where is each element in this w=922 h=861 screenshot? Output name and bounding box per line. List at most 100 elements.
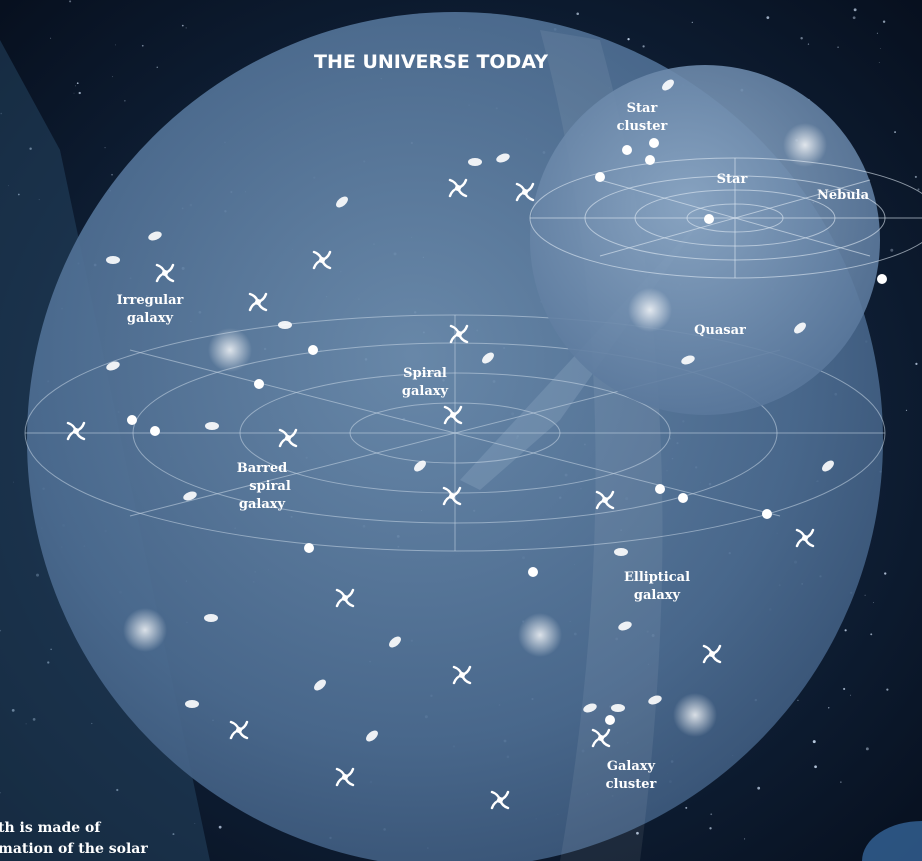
nebula [208, 328, 252, 372]
elliptical-galaxy [496, 153, 510, 163]
elliptical-galaxy [618, 621, 632, 631]
star-dot [843, 687, 846, 691]
star-dot [915, 362, 918, 365]
spiral-galaxy [66, 421, 86, 441]
spiral-galaxy [278, 428, 298, 448]
star-dot [870, 633, 873, 636]
celestial-objects [66, 79, 887, 810]
elliptical-galaxy [389, 636, 401, 648]
star-dot [185, 27, 187, 29]
star-dot [800, 37, 803, 40]
star-dot [78, 91, 81, 95]
spiral-galaxy [312, 250, 332, 270]
spiral-galaxy [335, 588, 355, 608]
star-dot [13, 481, 14, 483]
spiral-galaxy [515, 182, 535, 202]
star-dot [709, 827, 712, 830]
star-object [655, 484, 665, 494]
spiral-galaxy [591, 728, 611, 748]
star-object [649, 138, 659, 148]
star-dot [11, 708, 15, 712]
star-object [678, 493, 688, 503]
star-dot [864, 594, 866, 596]
star-dot [807, 43, 810, 45]
star-object [528, 567, 538, 577]
star-dot [879, 48, 881, 50]
labels: Star cluster Star Nebula Irregular galaxy Quas… [0, 101, 870, 857]
elliptical-galaxy [681, 355, 695, 365]
star-dot [172, 833, 175, 836]
elliptical-galaxy [183, 491, 197, 501]
star-dot [47, 661, 50, 664]
title: THE UNIVERSE TODAY [314, 51, 548, 73]
elliptical-galaxy [583, 703, 597, 713]
star-dot [181, 24, 184, 27]
star-object [877, 274, 887, 284]
elliptical-galaxy [106, 256, 120, 264]
galaxy-arm [448, 178, 460, 190]
earth-edge [862, 821, 922, 861]
nebula [518, 613, 562, 657]
object-label: galaxy [634, 588, 681, 603]
galaxy-arm [702, 644, 714, 656]
star-dot [914, 175, 917, 178]
galaxy-arm [278, 428, 290, 440]
object-label: Star [627, 101, 658, 116]
elliptical-galaxy [414, 460, 426, 472]
star-dot [812, 740, 816, 744]
star-dot [36, 573, 39, 577]
galaxy-arm [591, 728, 603, 740]
star-dot [766, 16, 770, 20]
spiral-galaxy [248, 292, 268, 312]
small-grid [529, 157, 922, 279]
star-dot [878, 61, 880, 64]
object-label: Spiral [403, 366, 447, 381]
star-dot [882, 20, 886, 23]
elliptical-galaxy [336, 196, 348, 208]
star-dot [218, 825, 222, 829]
caption-text: th is made of [0, 820, 101, 836]
star-dot [865, 747, 869, 751]
spiral-galaxy [335, 767, 355, 787]
star-dot [194, 823, 196, 824]
star-object [150, 426, 160, 436]
spiral-galaxy [795, 528, 815, 548]
star-dot [576, 12, 579, 15]
star-dot [76, 82, 79, 84]
galaxy-arm [443, 405, 455, 417]
spiral-galaxy [452, 665, 472, 685]
object-label: Star [717, 172, 748, 187]
object-label: cluster [617, 119, 668, 134]
galaxy-arm [595, 490, 607, 502]
star-object [645, 155, 655, 165]
elliptical-galaxy [611, 704, 625, 712]
galaxy-arm [335, 588, 347, 600]
elliptical-galaxy [366, 730, 378, 742]
star-dot [814, 765, 817, 769]
star-dot [636, 831, 639, 835]
star-object [762, 509, 772, 519]
star-dot [917, 188, 920, 191]
object-label: galaxy [402, 384, 449, 399]
star-dot [124, 100, 126, 102]
elliptical-galaxy [148, 231, 162, 241]
galaxy-arm [335, 767, 347, 779]
star-object [254, 379, 264, 389]
nebula [783, 123, 827, 167]
star-dot [837, 46, 839, 48]
elliptical-galaxy [278, 321, 292, 329]
galaxy-arm [229, 720, 241, 732]
star-dot [744, 838, 746, 840]
star-dot [642, 45, 645, 48]
object-label: Nebula [817, 188, 870, 203]
elliptical-galaxy [662, 79, 674, 91]
object-label: spiral [249, 479, 291, 494]
object-label: Elliptical [624, 570, 690, 585]
star-dot [905, 409, 908, 412]
object-label: cluster [606, 777, 657, 792]
star-dot [797, 699, 799, 701]
spiral-galaxy [449, 324, 469, 344]
spiral-galaxy [702, 644, 722, 664]
star-object [605, 715, 615, 725]
